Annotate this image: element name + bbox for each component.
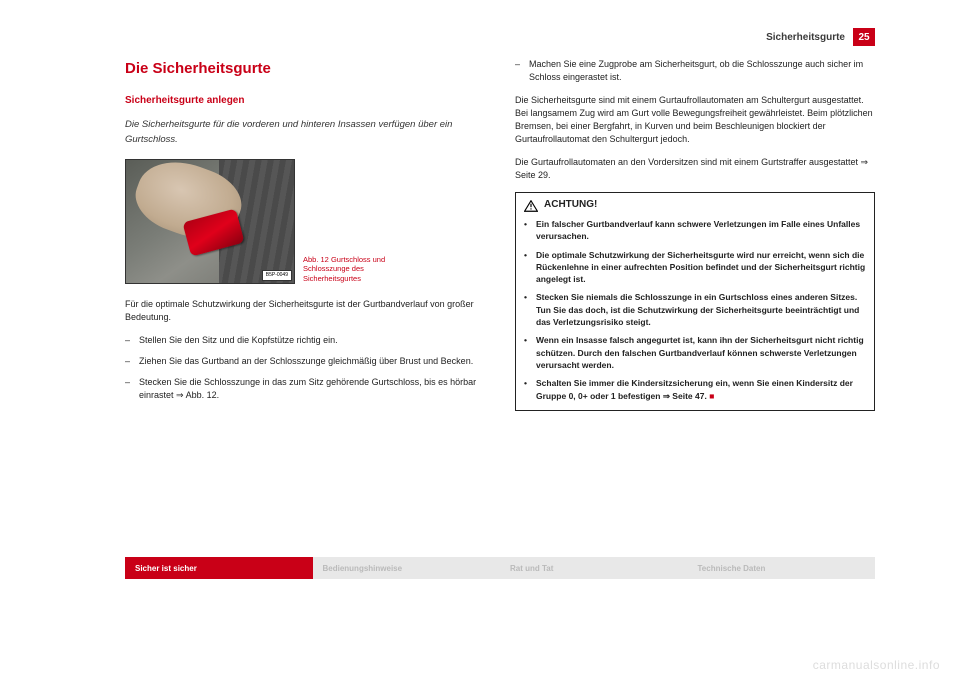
tab-sicher-ist-sicher[interactable]: Sicher ist sicher — [125, 557, 313, 579]
list-text: Stellen Sie den Sitz und die Kopfstütze … — [139, 334, 485, 347]
warning-text: Wenn ein Insasse falsch angegurtet ist, … — [536, 334, 866, 371]
warning-header: ACHTUNG! — [516, 193, 874, 216]
tab-technische-daten[interactable]: Technische Daten — [688, 557, 876, 579]
dash-icon: – — [515, 58, 529, 84]
column-right: – Machen Sie eine Zugprobe am Sicherheit… — [515, 58, 875, 547]
figure-block: B5P-0049 Abb. 12 Gurtschloss und Schloss… — [125, 159, 485, 284]
warning-item: •Schalten Sie immer die Kindersitzsicher… — [524, 377, 866, 402]
cross-reference: ⇒ Abb. 12 — [176, 390, 217, 400]
warning-item: •Ein falscher Gurtbandverlauf kann schwe… — [524, 218, 866, 243]
end-mark-icon: ■ — [709, 391, 714, 401]
bullet-icon: • — [524, 218, 536, 243]
dash-icon: – — [125, 355, 139, 368]
tab-rat-und-tat[interactable]: Rat und Tat — [500, 557, 688, 579]
figure-tag: B5P-0049 — [262, 270, 292, 281]
paragraph-part: Die Gurtaufrollautomaten an den Vordersi… — [515, 157, 861, 167]
warning-triangle-icon — [524, 200, 538, 212]
warning-item: •Stecken Sie niemals die Schlosszunge in… — [524, 291, 866, 328]
list-text-part: . — [217, 390, 220, 400]
paragraph: Die Sicherheitsgurte sind mit einem Gurt… — [515, 94, 875, 146]
sheet: Sicherheitsgurte 25 Die Sicherheitsgurte… — [55, 8, 905, 593]
warning-text: Ein falscher Gurtbandverlauf kann schwer… — [536, 218, 866, 243]
intro-paragraph: Die Sicherheitsgurte für die vorderen un… — [125, 118, 485, 147]
dash-icon: – — [125, 376, 139, 402]
column-left: Die Sicherheitsgurte Sicherheitsgurte an… — [125, 58, 485, 547]
running-header-label: Sicherheitsgurte — [766, 32, 845, 43]
bullet-icon: • — [524, 377, 536, 402]
bullet-icon: • — [524, 334, 536, 371]
list-item: – Machen Sie eine Zugprobe am Sicherheit… — [515, 58, 875, 84]
warning-text-part: . — [704, 391, 706, 401]
figure-caption: Abb. 12 Gurtschloss und Schlosszunge des… — [303, 255, 408, 284]
list-item: – Stecken Sie die Schlosszunge in das zu… — [125, 376, 485, 402]
running-header: Sicherheitsgurte 25 — [766, 28, 875, 46]
bullet-icon: • — [524, 249, 536, 286]
warning-body: •Ein falscher Gurtbandverlauf kann schwe… — [516, 216, 874, 410]
list-text: Stecken Sie die Schlosszunge in das zum … — [139, 376, 485, 402]
footer-tabs: Sicher ist sicher Bedienungshinweise Rat… — [125, 557, 875, 579]
page-number: 25 — [853, 28, 875, 46]
warning-text: Die optimale Schutzwirkung der Sicherhei… — [536, 249, 866, 286]
heading-1: Die Sicherheitsgurte — [125, 58, 485, 80]
watermark: carmanualsonline.info — [813, 658, 940, 672]
dash-icon: – — [125, 334, 139, 347]
list-text: Ziehen Sie das Gurtband an der Schlosszu… — [139, 355, 485, 368]
warning-item: •Die optimale Schutzwirkung der Sicherhe… — [524, 249, 866, 286]
bullet-icon: • — [524, 291, 536, 328]
warning-title: ACHTUNG! — [544, 198, 597, 213]
figure-image: B5P-0049 — [125, 159, 295, 284]
list-text: Machen Sie eine Zugprobe am Sicherheitsg… — [529, 58, 875, 84]
content-columns: Die Sicherheitsgurte Sicherheitsgurte an… — [125, 58, 875, 547]
heading-2: Sicherheitsgurte anlegen — [125, 94, 485, 109]
warning-text: Schalten Sie immer die Kindersitzsicheru… — [536, 377, 866, 402]
paragraph-part: . — [548, 170, 551, 180]
cross-reference: ⇒ Seite 47 — [663, 391, 705, 401]
warning-item: •Wenn ein Insasse falsch angegurtet ist,… — [524, 334, 866, 371]
paragraph: Für die optimale Schutzwirkung der Siche… — [125, 298, 485, 324]
list-item: – Stellen Sie den Sitz und die Kopfstütz… — [125, 334, 485, 347]
warning-box: ACHTUNG! •Ein falscher Gurtbandverlauf k… — [515, 192, 875, 411]
page: Sicherheitsgurte 25 Die Sicherheitsgurte… — [0, 0, 960, 678]
list-item: – Ziehen Sie das Gurtband an der Schloss… — [125, 355, 485, 368]
tab-bedienungshinweise[interactable]: Bedienungshinweise — [313, 557, 501, 579]
warning-text: Stecken Sie niemals die Schlosszunge in … — [536, 291, 866, 328]
paragraph: Die Gurtaufrollautomaten an den Vordersi… — [515, 156, 875, 182]
